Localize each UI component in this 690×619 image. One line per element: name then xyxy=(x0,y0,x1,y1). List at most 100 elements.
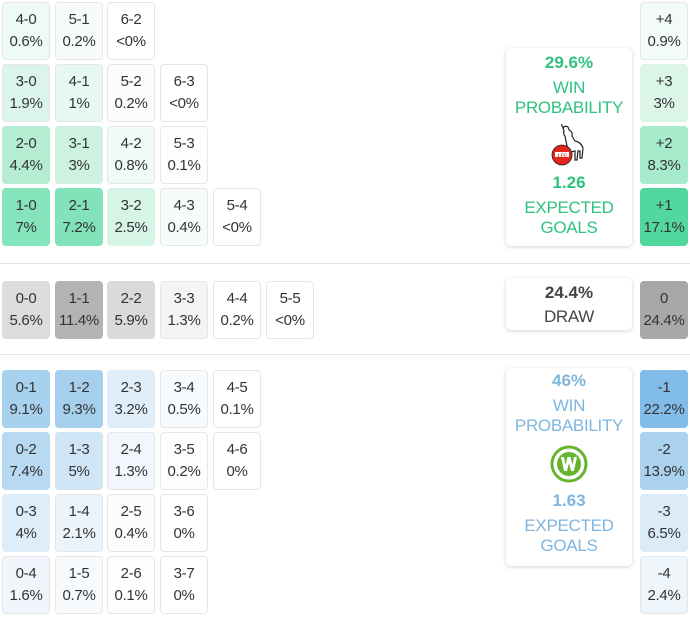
score-cell: 2-4 1.3% xyxy=(107,432,155,490)
score-probability: 5.6% xyxy=(9,312,43,329)
divider xyxy=(0,263,690,264)
home-xg-label-1: EXPECTED xyxy=(524,198,614,217)
score-label: 2-6 xyxy=(120,565,142,582)
score-cell: 4-2 0.8% xyxy=(107,126,155,184)
score-probability: 0.4% xyxy=(114,525,148,542)
score-label: 4-0 xyxy=(15,11,37,28)
draw-label: DRAW xyxy=(543,307,595,326)
margin-cell: -4 2.4% xyxy=(640,556,688,614)
score-label: 0-2 xyxy=(15,441,37,458)
score-probability: 0.1% xyxy=(220,401,254,418)
margin-label: +3 xyxy=(655,73,673,90)
away-win-label-2: PROBABILITY xyxy=(514,416,624,435)
score-label: 4-4 xyxy=(226,290,248,307)
score-probability: 0.1% xyxy=(114,587,148,604)
score-probability: 2.1% xyxy=(62,525,96,542)
score-label: 2-4 xyxy=(120,441,142,458)
score-label: 4-1 xyxy=(68,73,90,90)
home-win-label-2: PROBABILITY xyxy=(514,98,624,117)
score-probability: 4% xyxy=(15,525,37,542)
score-probability: 1.3% xyxy=(167,312,201,329)
margin-cell: -2 13.9% xyxy=(640,432,688,490)
score-label: 2-5 xyxy=(120,503,142,520)
score-cell: 4-6 0% xyxy=(213,432,261,490)
score-probability: 11.4% xyxy=(59,312,99,329)
score-cell: 1-4 2.1% xyxy=(55,494,103,552)
score-label: 0-4 xyxy=(15,565,37,582)
margin-label: -1 xyxy=(657,379,671,396)
score-probability: 1.9% xyxy=(9,95,43,112)
away-xg-label-2: GOALS xyxy=(540,536,598,555)
margin-probability: 17.1% xyxy=(643,219,685,236)
score-label: 3-2 xyxy=(120,197,142,214)
margin-label: 0 xyxy=(659,290,669,307)
home-xg-label-2: GOALS xyxy=(540,218,598,237)
margin-probability: 2.4% xyxy=(647,587,681,604)
score-probability: 0.5% xyxy=(167,401,201,418)
score-cell: 1-3 5% xyxy=(55,432,103,490)
score-probability: 0% xyxy=(173,525,195,542)
score-probability: 0.2% xyxy=(220,312,254,329)
margin-label: +4 xyxy=(655,11,673,28)
margin-label: -3 xyxy=(657,503,671,520)
score-cell: 6-2 <0% xyxy=(107,2,155,60)
score-cell: 3-7 0% xyxy=(160,556,208,614)
score-cell: 3-6 0% xyxy=(160,494,208,552)
margin-label: -2 xyxy=(657,441,671,458)
score-probability: 0% xyxy=(173,587,195,604)
score-cell: 2-3 3.2% xyxy=(107,370,155,428)
margin-probability: 24.4% xyxy=(643,312,685,329)
score-label: 2-1 xyxy=(68,197,90,214)
score-cell: 5-3 0.1% xyxy=(160,126,208,184)
score-cell: 3-0 1.9% xyxy=(2,64,50,122)
score-probability: 9.3% xyxy=(62,401,96,418)
score-label: 4-2 xyxy=(120,135,142,152)
draw-summary-card: 24.4% DRAW xyxy=(506,278,632,330)
draw-margin-cell: 0 24.4% xyxy=(640,281,688,339)
score-probability: 0.8% xyxy=(114,157,148,174)
score-probability: 7.4% xyxy=(9,463,43,480)
score-label: 4-5 xyxy=(226,379,248,396)
score-cell: 1-0 7% xyxy=(2,188,50,246)
score-cell: 2-1 7.2% xyxy=(55,188,103,246)
score-cell: 0-2 7.4% xyxy=(2,432,50,490)
score-cell: 0-3 4% xyxy=(2,494,50,552)
score-probability: 9.1% xyxy=(9,401,43,418)
score-cell: 4-5 0.1% xyxy=(213,370,261,428)
score-probability: 3% xyxy=(68,157,90,174)
score-cell: 1-2 9.3% xyxy=(55,370,103,428)
vfl-wolfsburg-crest-icon xyxy=(550,445,588,483)
score-label: 6-2 xyxy=(120,11,142,28)
away-win-probability: 46% xyxy=(551,371,587,390)
margin-label: +1 xyxy=(655,197,673,214)
fc-koeln-crest-icon: 1.FC xyxy=(551,124,584,166)
score-cell: 3-3 1.3% xyxy=(160,281,208,339)
score-label: 1-1 xyxy=(68,290,90,307)
score-probability: 1.6% xyxy=(9,587,43,604)
score-probability: 0.2% xyxy=(114,95,148,112)
score-cell: 1-1 11.4% xyxy=(55,281,103,339)
score-cell: 5-1 0.2% xyxy=(55,2,103,60)
score-cell: 5-5 <0% xyxy=(266,281,314,339)
score-label: 1-4 xyxy=(68,503,90,520)
score-cell: 3-5 0.2% xyxy=(160,432,208,490)
margin-cell: +3 3% xyxy=(640,64,688,122)
score-label: 5-2 xyxy=(120,73,142,90)
margin-probability: 22.2% xyxy=(643,401,685,418)
margin-probability: 8.3% xyxy=(647,157,681,174)
home-expected-goals: 1.26 xyxy=(552,173,586,192)
margin-probability: 0.9% xyxy=(647,33,681,50)
svg-text:1.FC: 1.FC xyxy=(557,152,568,157)
score-cell: 3-2 2.5% xyxy=(107,188,155,246)
score-probability: 0.4% xyxy=(167,219,201,236)
score-label: 0-3 xyxy=(15,503,37,520)
score-label: 4-6 xyxy=(226,441,248,458)
score-label: 0-0 xyxy=(15,290,37,307)
score-cell: 4-4 0.2% xyxy=(213,281,261,339)
draw-probability: 24.4% xyxy=(544,283,594,302)
score-cell: 3-1 3% xyxy=(55,126,103,184)
margin-probability: 3% xyxy=(653,95,675,112)
score-probability: <0% xyxy=(169,95,199,112)
score-label: 2-0 xyxy=(15,135,37,152)
margin-label: +2 xyxy=(655,135,673,152)
